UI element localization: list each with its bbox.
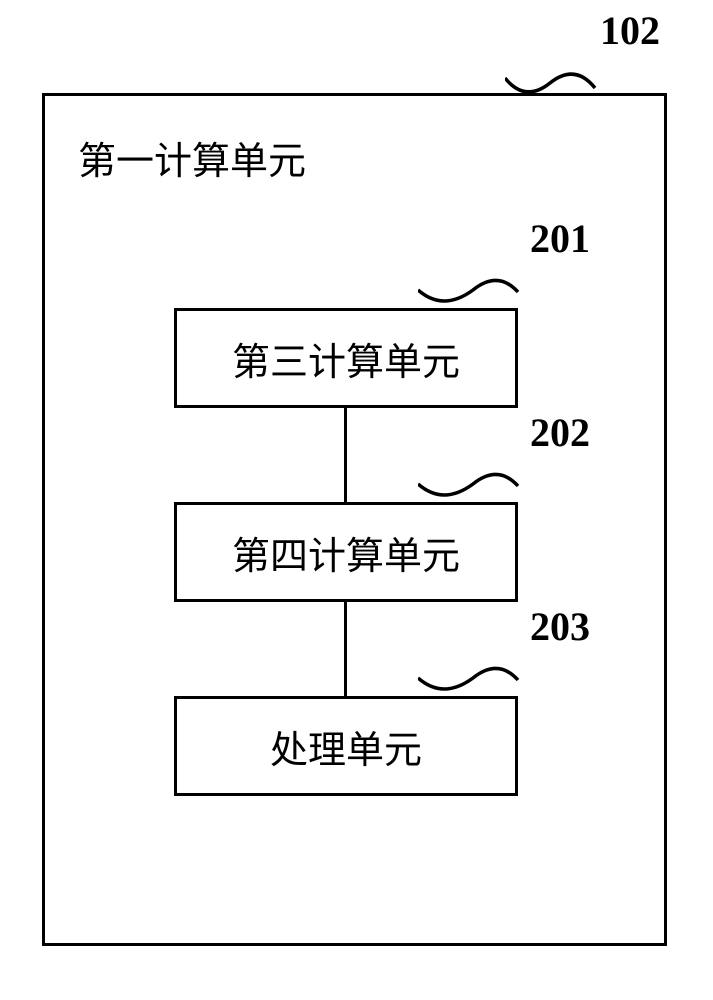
node-box-203: 处理单元	[174, 696, 518, 796]
node-label-203: 处理单元	[270, 719, 422, 774]
node-label-201: 第三计算单元	[232, 331, 460, 386]
label-202: 202	[530, 409, 590, 456]
label-203: 203	[530, 603, 590, 650]
connector-2	[344, 602, 347, 696]
outer-container-title: 第一计算单元	[78, 130, 306, 185]
lead-line-202	[418, 456, 528, 506]
lead-line-203	[418, 650, 528, 700]
lead-line-201	[418, 262, 528, 312]
node-label-202: 第四计算单元	[232, 525, 460, 580]
node-box-201: 第三计算单元	[174, 308, 518, 408]
connector-1	[344, 408, 347, 502]
label-102: 102	[600, 7, 660, 54]
label-201: 201	[530, 215, 590, 262]
node-box-202: 第四计算单元	[174, 502, 518, 602]
lead-line-102	[505, 58, 615, 108]
